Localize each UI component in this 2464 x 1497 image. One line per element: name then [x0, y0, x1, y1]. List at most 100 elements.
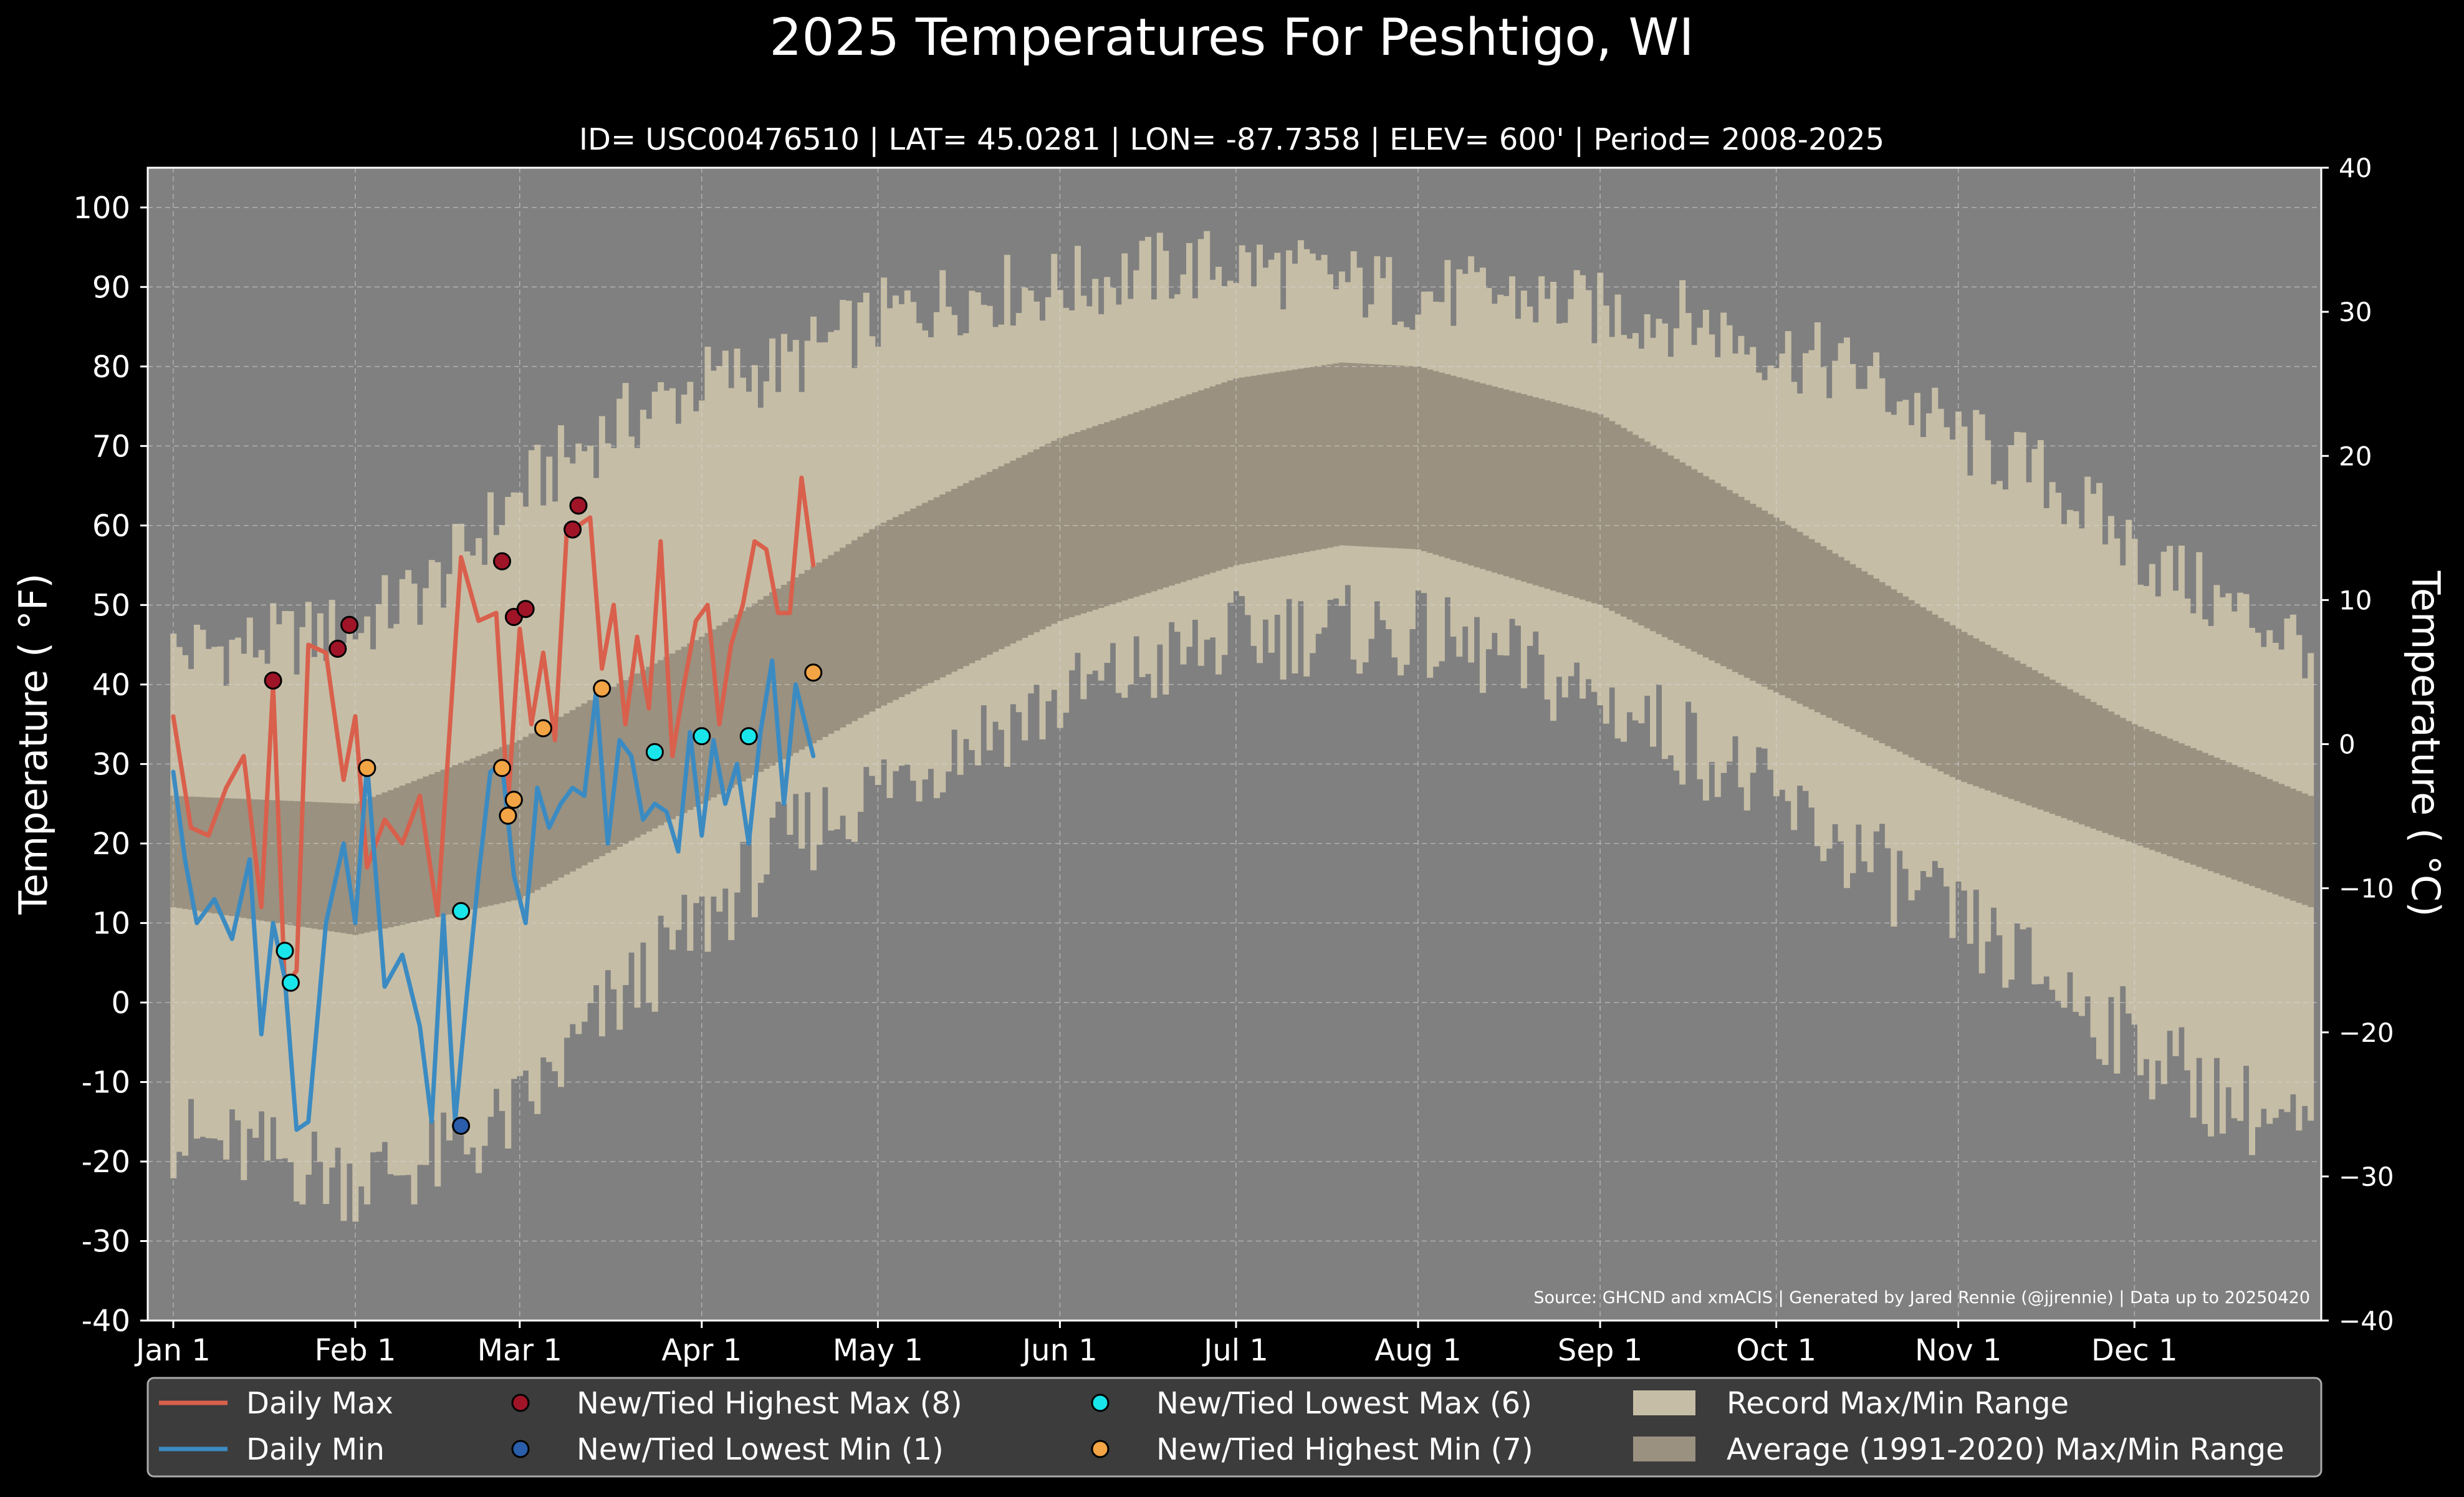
normal-range-bar: [2289, 788, 2296, 901]
normal-range-bar: [1650, 445, 1657, 632]
normal-range-bar: [528, 733, 535, 893]
normal-range-bar: [2096, 705, 2102, 831]
normal-range-bar: [464, 760, 471, 911]
normal-range-bar: [745, 607, 752, 779]
normal-range-bar: [1115, 418, 1122, 603]
record-marker: [534, 719, 552, 738]
normal-range-bar: [2131, 724, 2138, 844]
normal-range-bar: [704, 633, 711, 801]
normal-range-bar: [217, 797, 224, 915]
normal-range-bar: [1338, 362, 1345, 546]
normal-range-bar: [229, 798, 236, 917]
normal-range-bar: [264, 800, 271, 922]
record-marker: [340, 615, 359, 634]
normal-range-bar: [294, 801, 300, 927]
normal-range-bar: [1080, 430, 1087, 614]
normal-range-bar: [1491, 386, 1498, 573]
legend-items: Daily Max Daily Min New/Tied Highest Max (…: [159, 1386, 2284, 1467]
legend-patch-swatch: [1633, 1437, 1695, 1461]
normal-range-bar: [1779, 521, 1786, 696]
normal-range-bar: [1180, 396, 1187, 582]
normal-range-bar: [346, 803, 353, 935]
normal-range-bar: [1468, 380, 1475, 566]
normal-range-bar: [886, 519, 893, 703]
legend-patch-swatch: [1633, 1390, 1695, 1415]
normal-range-bar: [1092, 426, 1099, 610]
normal-range-bar: [1086, 428, 1093, 612]
record-marker: [504, 791, 523, 809]
normal-range-bar: [2084, 698, 2091, 827]
normal-range-bar: [851, 540, 858, 721]
source-note: Source: GHCND and xmACIS | Generated by …: [1533, 1288, 2310, 1307]
normal-range-bar: [1743, 500, 1750, 678]
normal-range-bar: [270, 800, 277, 923]
normal-range-bar: [933, 497, 940, 680]
normal-range-bar: [810, 566, 817, 744]
normal-range-bar: [1849, 564, 1856, 729]
y-tick-label: 10: [92, 906, 130, 941]
normal-range-bar: [939, 494, 946, 678]
normal-range-bar: [2160, 736, 2167, 854]
normal-range-bar: [1245, 377, 1252, 564]
normal-range-bar: [663, 657, 670, 822]
y-tick-label-right: −10: [2339, 874, 2394, 904]
normal-range-bar: [1902, 596, 1909, 755]
legend-box: [146, 1377, 2323, 1478]
normal-range-bar: [1709, 479, 1715, 661]
normal-range-bar: [992, 469, 999, 652]
normal-range-bar: [1133, 412, 1140, 597]
normal-range-bar: [1427, 369, 1434, 553]
normal-range-bar: [1520, 394, 1527, 582]
normal-range-bar: [969, 480, 976, 663]
normal-range-bar: [798, 574, 805, 750]
normal-range-bar: [458, 763, 464, 912]
normal-range-bar: [1614, 424, 1621, 614]
normal-range-bar: [998, 466, 1005, 650]
normal-range-bar: [176, 796, 183, 908]
y-tick-label: 30: [92, 747, 130, 782]
normal-range-bar: [2002, 654, 2009, 797]
normal-range-bar: [1896, 593, 1903, 752]
normal-range-bar: [1755, 507, 1762, 684]
normal-range-bar: [1644, 441, 1651, 628]
normal-range-bar: [1867, 575, 1874, 738]
normal-range-bar: [1309, 367, 1316, 551]
record-range-bar: [863, 292, 870, 768]
normal-range-bar: [499, 747, 506, 903]
x-tick-label: Oct 1: [1736, 1333, 1816, 1368]
normal-range-bar: [2213, 758, 2220, 874]
normal-range-bar: [1432, 371, 1439, 555]
normal-range-bar: [828, 555, 835, 734]
record-marker: [593, 679, 611, 698]
y-tick-label-right: −40: [2339, 1306, 2394, 1336]
normal-range-bar: [493, 749, 500, 905]
normal-range-bar: [1280, 371, 1287, 557]
normal-range-bars: [170, 362, 2314, 935]
normal-range-bar: [869, 529, 876, 712]
legend-marker-swatch: [1091, 1440, 1110, 1458]
normal-range-bar: [1033, 449, 1040, 632]
record-marker: [804, 663, 823, 682]
normal-range-bar: [2107, 711, 2114, 835]
normal-range-bar: [2308, 796, 2314, 907]
record-range-bar: [881, 277, 888, 760]
normal-range-bar: [1303, 367, 1310, 552]
legend-label: Daily Max: [246, 1386, 393, 1421]
normal-range-bar: [1796, 532, 1803, 704]
normal-range-bar: [199, 797, 206, 912]
normal-range-bar: [1538, 398, 1545, 587]
normal-range-bar: [1051, 441, 1058, 624]
normal-range-bar: [822, 559, 828, 737]
normal-range-bar: [2061, 686, 2068, 819]
normal-range-bar: [1022, 455, 1028, 638]
x-tick-label: May 1: [833, 1333, 923, 1368]
normal-range-bar: [1145, 408, 1151, 594]
normal-range-bar: [194, 797, 200, 911]
record-marker: [569, 496, 588, 515]
normal-range-bar: [757, 599, 764, 773]
normal-range-bar: [2073, 692, 2079, 822]
normal-range-bar: [1925, 610, 1932, 766]
normal-range-bar: [317, 802, 324, 930]
normal-range-bar: [2031, 670, 2038, 808]
